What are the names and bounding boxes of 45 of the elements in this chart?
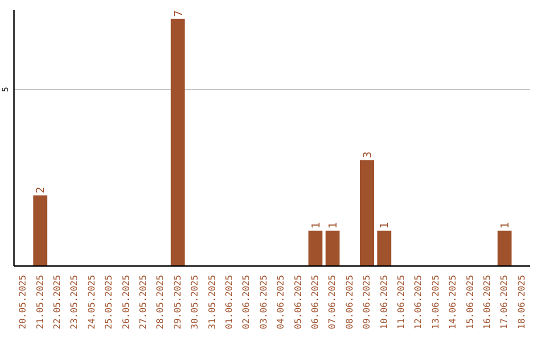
data-label: 3 [361, 151, 374, 158]
x-tick-label: 30.05.2025 [190, 275, 201, 330]
data-label: 1 [326, 222, 340, 229]
bar [326, 230, 340, 266]
bar [377, 230, 392, 266]
x-tick-label: 13.06.2025 [431, 275, 442, 330]
x-tick-label: 10.06.2025 [380, 275, 390, 330]
data-label: 2 [34, 186, 48, 194]
x-tick-label: 22.05.2025 [53, 275, 63, 330]
x-tick-label: 03.06.2025 [259, 275, 270, 330]
bar [170, 18, 185, 266]
x-tick-label: 16.06.2025 [483, 275, 493, 330]
x-tick-label: 25.05.2025 [104, 275, 115, 330]
x-tick-label: 31.05.2025 [208, 275, 218, 330]
x-tick-label: 21.05.2025 [36, 275, 46, 330]
x-tick-label: 07.06.2025 [328, 275, 338, 330]
x-tick-label: 29.05.2025 [173, 275, 184, 330]
data-label: 1 [378, 222, 392, 229]
x-tick-label: 27.05.2025 [139, 275, 149, 330]
x-tick-label: 26.05.2025 [122, 275, 132, 330]
data-label: 1 [309, 222, 322, 229]
x-tick-label: 15.06.2025 [466, 275, 476, 330]
x-tick-label: 06.06.2025 [311, 275, 321, 330]
x-tick-label: 23.05.2025 [70, 275, 80, 330]
bar [33, 195, 48, 266]
y-tick-label: 5 [1, 86, 10, 92]
bar [360, 160, 374, 266]
x-tick-label: 20.05.2025 [18, 275, 29, 330]
x-tick-label: 12.06.2025 [414, 275, 424, 330]
x-tick-label: 17.06.2025 [500, 275, 510, 330]
x-tick-label: 24.05.2025 [87, 275, 98, 330]
bar [498, 230, 512, 266]
bar [308, 230, 322, 266]
x-tick-label: 02.06.2025 [242, 275, 252, 330]
x-tick-label: 09.06.2025 [362, 275, 373, 330]
x-tick-label: 08.06.2025 [345, 275, 356, 330]
x-tick-label: 28.05.2025 [156, 275, 166, 330]
x-tick-label: 11.06.2025 [397, 275, 407, 330]
data-label: 1 [498, 222, 512, 229]
x-tick-label: 14.06.2025 [448, 275, 459, 330]
x-tick-label: 05.06.2025 [294, 275, 304, 330]
x-tick-label: 01.06.2025 [225, 275, 235, 330]
x-tick-label: 18.06.2025 [517, 275, 528, 330]
data-label: 7 [172, 10, 185, 17]
x-tick-label: 04.06.2025 [276, 275, 287, 330]
